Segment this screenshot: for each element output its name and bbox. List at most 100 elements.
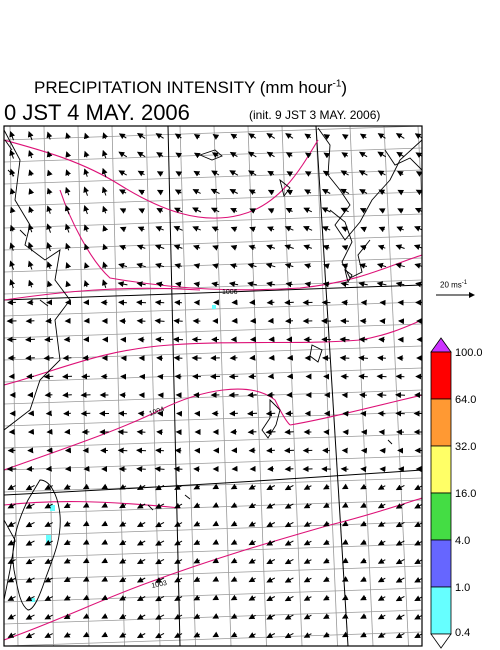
wind-vector <box>82 631 90 638</box>
wind-vector <box>28 223 34 233</box>
wind-vector <box>119 208 127 214</box>
wind-vector <box>248 539 256 546</box>
wind-vector <box>44 595 53 601</box>
wind-vector <box>136 613 146 620</box>
wind-vector <box>136 133 146 139</box>
wind-vector <box>155 484 165 491</box>
wind-vector <box>249 208 257 214</box>
reference-vector-value: 20 ms <box>440 280 462 290</box>
wind-vector <box>64 204 71 215</box>
wind-vector <box>101 520 109 527</box>
wind-vector <box>62 354 72 361</box>
wind-vector <box>9 130 16 141</box>
wind-vector <box>119 558 127 564</box>
wind-vector <box>118 133 127 140</box>
wind-vector <box>193 152 201 159</box>
wind-vector <box>102 225 109 232</box>
wind-vector <box>360 613 367 619</box>
wind-vector <box>266 632 276 638</box>
wind-vector <box>377 595 386 601</box>
wind-vector <box>119 502 127 509</box>
wind-vector <box>136 429 146 436</box>
wind-vector <box>46 223 53 233</box>
wind-vector <box>136 632 146 638</box>
wind-vector <box>65 242 71 251</box>
wind-vector <box>102 205 108 214</box>
wind-vector <box>248 576 256 583</box>
wind-vector <box>65 151 72 158</box>
wind-vector <box>155 262 165 269</box>
wind-vector <box>119 576 127 583</box>
wind-vector <box>377 576 386 583</box>
wind-vector <box>136 262 146 269</box>
wind-vector <box>46 280 53 288</box>
wind-vector <box>358 281 368 288</box>
wind-vector <box>341 539 349 545</box>
lat-lon-grid <box>4 126 422 646</box>
wind-vector <box>304 133 312 140</box>
wind-vector <box>377 151 387 158</box>
colorbar <box>430 337 452 649</box>
wind-vector <box>46 169 53 177</box>
wind-vector <box>304 281 311 288</box>
wind-vector <box>377 244 386 251</box>
wind-vector <box>83 150 90 158</box>
wind-vector <box>63 576 71 582</box>
wind-vector <box>119 632 127 638</box>
wind-vector <box>9 242 16 251</box>
wind-vector <box>63 613 71 619</box>
wind-vector <box>155 632 165 639</box>
wind-vector <box>358 373 368 380</box>
wind-vector <box>101 502 109 508</box>
wind-vector <box>174 263 182 269</box>
chart-title: PRECIPITATION INTENSITY (mm hour-1) <box>34 78 347 98</box>
wind-vector <box>101 539 109 545</box>
wind-vector <box>303 539 312 546</box>
wind-vector <box>303 484 312 490</box>
wind-vector <box>304 152 312 159</box>
wind-vector <box>175 171 183 177</box>
colorbar-segment <box>430 445 452 494</box>
colorbar-label-0-4: 0.4 <box>455 627 471 639</box>
wind-vector <box>101 557 109 564</box>
wind-vector <box>266 133 276 139</box>
wind-vector <box>377 170 386 177</box>
wind-vector <box>212 245 219 251</box>
wind-vector <box>284 262 294 269</box>
wind-vector <box>174 133 182 140</box>
wind-vector <box>377 355 386 362</box>
wind-vector <box>136 244 146 251</box>
wind-vector <box>303 613 312 620</box>
wind-vector <box>360 576 367 582</box>
colorbar-segment <box>430 586 452 635</box>
wind-vector <box>360 631 367 638</box>
wind-vector <box>27 130 34 141</box>
colorbar-label-1: 1.0 <box>455 582 471 594</box>
wind-vector <box>323 613 330 619</box>
wind-vector <box>119 244 127 251</box>
wind-vectors <box>6 130 422 639</box>
wind-vector <box>323 539 330 545</box>
wind-vector <box>174 189 182 196</box>
wind-vector <box>376 373 387 380</box>
colorbar-segment <box>430 398 452 447</box>
colorbar-segment <box>430 492 452 541</box>
wind-vector <box>360 520 367 527</box>
wind-vector <box>248 170 257 177</box>
wind-vector <box>340 281 349 288</box>
wind-vector <box>247 391 257 398</box>
wind-vector <box>358 355 368 362</box>
wind-vector <box>303 502 312 509</box>
wind-vector <box>377 133 386 139</box>
wind-vector <box>266 577 276 583</box>
wind-vector <box>7 613 16 620</box>
wind-vector <box>230 613 238 619</box>
wind-vector <box>341 483 349 490</box>
wind-vector <box>193 263 201 270</box>
wind-vector <box>341 245 349 251</box>
wind-vector <box>323 576 330 582</box>
wind-vector <box>378 189 386 196</box>
wind-vector <box>25 540 35 546</box>
wind-vector <box>265 410 276 417</box>
